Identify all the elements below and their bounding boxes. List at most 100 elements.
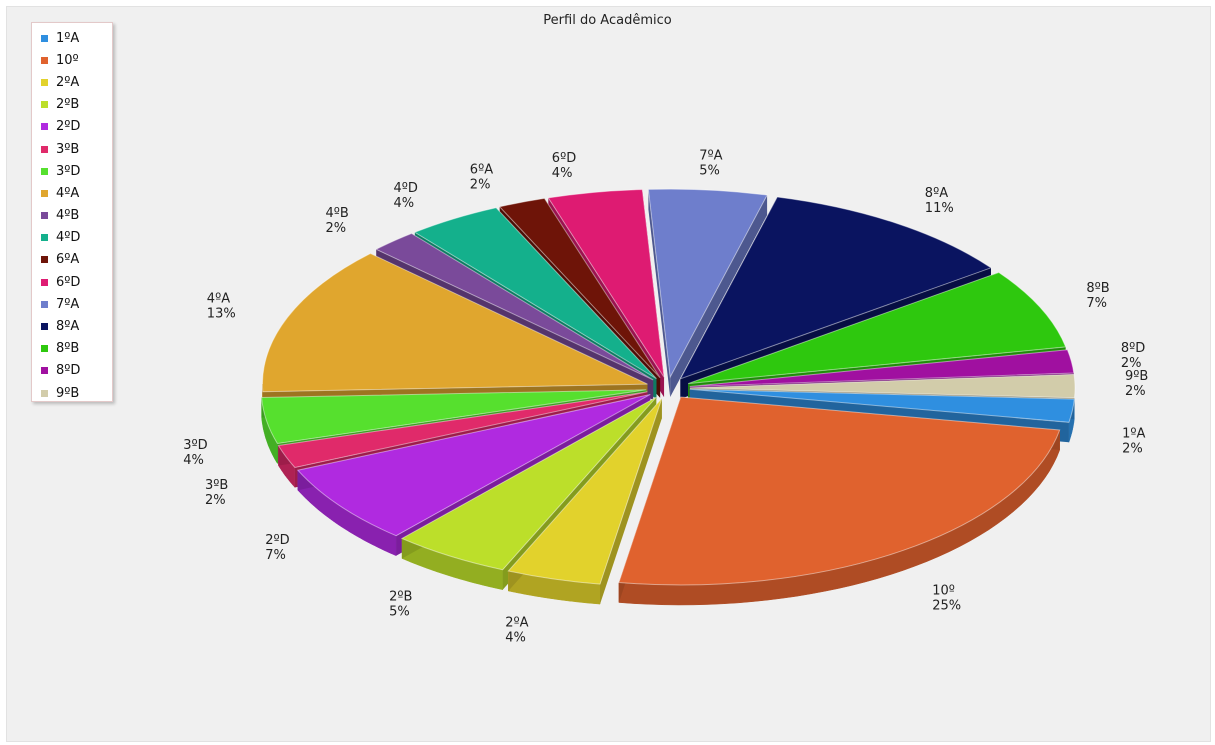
legend-item[interactable]: 4ºB [41,205,112,227]
legend-item[interactable]: 6ºD [41,271,112,293]
slice-label: 2ºA [505,615,528,630]
legend-item[interactable]: 9ºB [41,382,112,404]
legend-item[interactable]: 2ºD [41,116,112,138]
slice-percent: 2% [205,493,226,508]
slice-edge [600,398,662,605]
legend-label: 9ºB [56,385,80,401]
legend-item[interactable]: 7ºA [41,293,112,315]
slice-percent: 2% [470,178,491,193]
slice-top [547,188,665,378]
legend-label: 8ºB [56,341,80,357]
legend-item[interactable]: 2ºB [41,94,112,116]
slice-percent: 5% [699,164,720,179]
legend-swatch [41,145,48,153]
legend-item[interactable]: 8ºA [41,315,112,337]
legend-item[interactable]: 10º [41,49,112,71]
slice-label: 7ºA [699,149,722,164]
legend-item[interactable]: 8ºB [41,338,112,360]
slice-percent: 25% [932,598,961,613]
slice-top [413,207,657,380]
slice-label: 4ºD [394,181,418,196]
legend-swatch [41,167,48,175]
slice-top [498,197,661,379]
legend-label: 2ºB [56,97,80,113]
slice-label: 8ºA [925,186,948,201]
slice-top [689,388,1075,423]
pie-slice[interactable] [618,396,1061,606]
slice-label: 6ºA [470,163,493,178]
slice-percent: 2% [1121,356,1142,371]
slice-top [647,188,768,379]
legend-swatch [41,300,48,308]
legend-swatch [41,56,48,64]
slice-top [507,398,663,585]
legend-swatch [41,34,48,42]
slice-label: 2ºB [389,590,412,605]
slice-percent: 13% [207,307,236,322]
slice-top [689,349,1075,388]
legend-label: 4ºD [56,230,81,246]
legend-item[interactable]: 8ºD [41,360,112,382]
legend-swatch [41,189,48,197]
slice-percent: 11% [925,201,954,216]
slice-percent: 4% [552,166,573,181]
slice-edge [648,189,671,398]
slice-label: 9ºB [1125,369,1148,384]
pie-slice[interactable] [507,398,663,605]
slice-top [375,232,654,381]
legend-label: 7ºA [56,296,80,312]
slice-top [261,252,648,393]
legend-item[interactable]: 3ºB [41,138,112,160]
slice-top [679,196,993,380]
pie-slice[interactable] [647,188,768,398]
legend-label: 10º [56,52,79,68]
slice-top [296,394,651,537]
slice-percent: 7% [1086,296,1107,311]
legend-item[interactable]: 1ºA [41,27,112,49]
legend-item[interactable]: 3ºD [41,160,112,182]
slice-top [687,271,1067,385]
legend-swatch [41,78,48,86]
legend-swatch [41,212,48,220]
slice-percent: 4% [505,630,526,645]
legend-label: 6ºD [56,274,81,290]
slice-top [689,373,1076,399]
slice-label: 2ºD [265,533,289,548]
slice-edge [670,195,768,398]
slice-percent: 2% [1122,442,1143,457]
legend-swatch [41,367,48,375]
legend-swatch [41,389,48,397]
legend-label: 8ºA [56,319,80,335]
slice-percent: 2% [1125,384,1146,399]
legend-swatch [41,256,48,264]
legend-label: 3ºB [56,141,80,157]
legend-item[interactable]: 6ºA [41,249,112,271]
slice-top [277,391,648,469]
slice-label: 8ºB [1086,281,1109,296]
legend-swatch [41,278,48,286]
legend-label: 1ºA [56,30,80,46]
slice-percent: 5% [389,605,410,620]
legend-swatch [41,234,48,242]
legend-item[interactable]: 4ºD [41,227,112,249]
slice-label: 3ºD [183,438,207,453]
slice-top [618,396,1061,586]
slice-top [261,389,647,445]
slice-percent: 4% [183,453,204,468]
legend-item[interactable]: 4ºA [41,182,112,204]
slice-label: 4ºA [207,292,230,307]
legend-label: 3ºD [56,163,81,179]
slice-label: 4ºB [326,206,349,221]
legend-label: 4ºA [56,185,80,201]
chart-title: Perfil do Acadêmico [543,13,672,28]
legend-label: 2ºD [56,119,81,135]
legend-label: 2ºA [56,74,80,90]
slice-label: 10º [932,583,955,598]
legend-swatch [41,345,48,353]
slice-top [400,396,657,571]
legend-item[interactable]: 2ºA [41,71,112,93]
slice-label: 1ºA [1122,427,1145,442]
chart-legend: 1ºA 10º 2ºA 2ºB 2ºD 3ºB 3ºD 4ºA 4ºB 4ºD 6ºA 6ºD 7ºA 8… [31,22,113,402]
slice-percent: 7% [265,548,286,563]
